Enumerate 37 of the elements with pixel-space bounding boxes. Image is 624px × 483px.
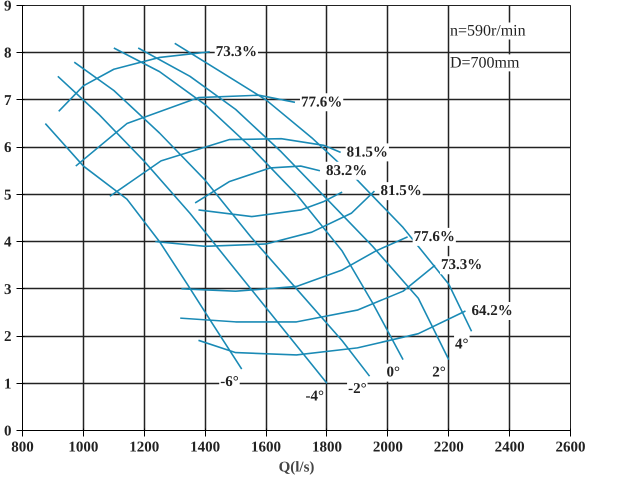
x-tick-label: 1200 [129,440,160,456]
x-tick-label: 2600 [556,440,586,456]
y-tick-label: 4 [4,234,12,251]
x-tick-label: 1000 [68,440,98,456]
series-label: 73.3% [216,44,257,60]
x-tick-label: 1800 [312,440,342,456]
y-tick-label: 2 [4,329,12,346]
y-tick-label: 8 [4,46,12,62]
annotation: D=700mm [450,54,520,72]
series-label: 77.6% [414,228,455,245]
x-tick-label: 800 [11,440,34,456]
x-tick-label: 2400 [494,440,525,456]
series-label: 83.2% [326,162,368,179]
series-label: -4° [305,388,324,404]
series-label: 73.3% [441,257,482,274]
y-tick-label: 1 [4,376,12,392]
y-tick-label: 7 [4,92,12,109]
series-label: 64.2% [471,303,513,320]
series-label: 77.6% [300,94,342,110]
x-tick-label: 1600 [251,440,282,456]
x-tick-label: 2200 [434,440,464,456]
series-label: -2° [348,381,367,398]
annotation: n=590r/min [450,22,526,40]
series-label: 0° [386,364,400,381]
series-label: 2° [432,364,446,381]
y-tick-label: 5 [4,187,12,204]
y-tick-label: 9 [4,0,12,14]
series-label: -6° [220,374,239,390]
series-label: 4° [455,336,469,352]
series-label: 81.5% [380,183,422,200]
series-label: 81.5% [346,144,388,160]
x-axis-title: Q(l/s) [278,460,314,476]
x-tick-label: 2000 [372,440,403,456]
y-tick-label: 0 [4,424,12,440]
x-tick-label: 1400 [190,440,220,456]
y-tick-label: 3 [4,282,12,298]
y-tick-label: 6 [4,140,12,156]
